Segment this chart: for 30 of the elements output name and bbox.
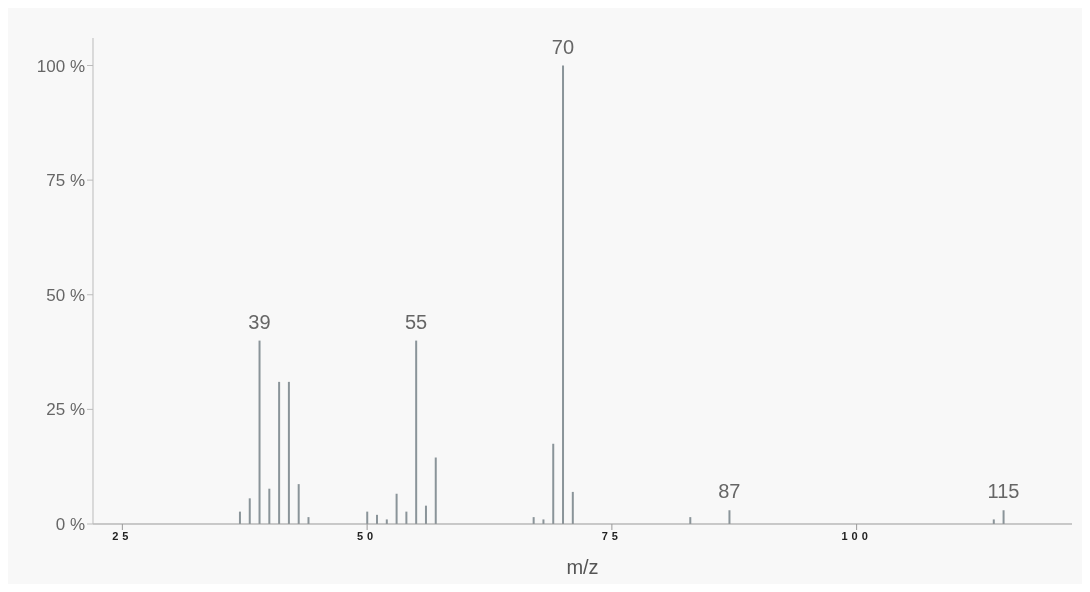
x-axis-title: m/z — [566, 556, 599, 578]
bar — [424, 505, 427, 524]
bar — [268, 488, 271, 524]
bar — [415, 340, 418, 524]
annotation: 55 — [404, 310, 428, 333]
annotation: 87 — [718, 480, 741, 503]
annotation: 115 — [987, 480, 1020, 503]
y-tick-label: 75 % — [46, 171, 85, 191]
y-tick-label: 50 % — [46, 285, 85, 305]
bar — [395, 493, 398, 524]
y-tick-label: 25 % — [46, 400, 85, 420]
bar — [434, 457, 437, 524]
bar — [248, 498, 251, 524]
bar — [728, 510, 731, 524]
annotation: 39 — [248, 310, 271, 333]
bar — [1002, 510, 1005, 524]
x-tick-label: 50 — [356, 529, 378, 542]
bar — [562, 65, 565, 524]
x-tick-label: 75 — [601, 529, 622, 542]
bar — [571, 491, 574, 524]
bar — [278, 381, 281, 524]
x-tick-label: 25 — [112, 529, 133, 542]
bar — [258, 340, 261, 524]
annotation: 70 — [551, 35, 575, 58]
bar — [552, 443, 555, 524]
y-tick-label: 100 % — [36, 56, 85, 76]
bar — [297, 484, 300, 524]
y-tick-label: 0 % — [55, 515, 85, 535]
x-tick-label: 100 — [841, 529, 872, 542]
bar — [287, 381, 290, 524]
